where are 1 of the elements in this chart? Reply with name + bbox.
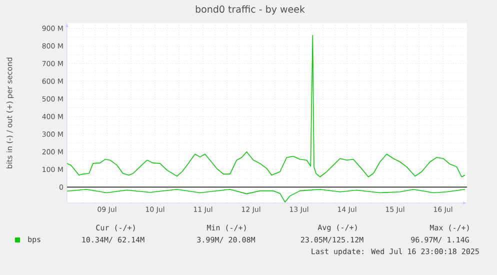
chart-title: bond0 traffic - by week: [196, 5, 305, 15]
